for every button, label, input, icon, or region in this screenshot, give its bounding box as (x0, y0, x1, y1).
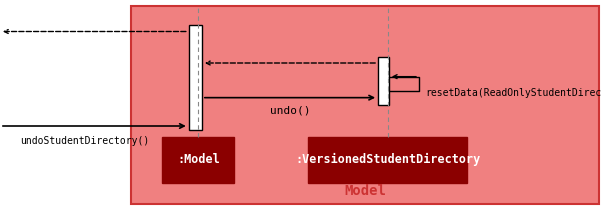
Bar (189, 25, 202, 130)
Text: resetData(ReadOnlyStudentDirectory): resetData(ReadOnlyStudentDirectory) (425, 88, 601, 98)
Bar (131, 6, 599, 204)
Text: undoStudentDirectory(): undoStudentDirectory() (20, 136, 150, 146)
Bar (162, 136, 234, 183)
Bar (308, 136, 468, 183)
Text: :Model: :Model (177, 153, 220, 166)
Text: :VersionedStudentDirectory: :VersionedStudentDirectory (295, 153, 480, 166)
Bar (378, 57, 389, 105)
Text: undo(): undo() (270, 105, 310, 115)
Text: Model: Model (344, 184, 386, 198)
